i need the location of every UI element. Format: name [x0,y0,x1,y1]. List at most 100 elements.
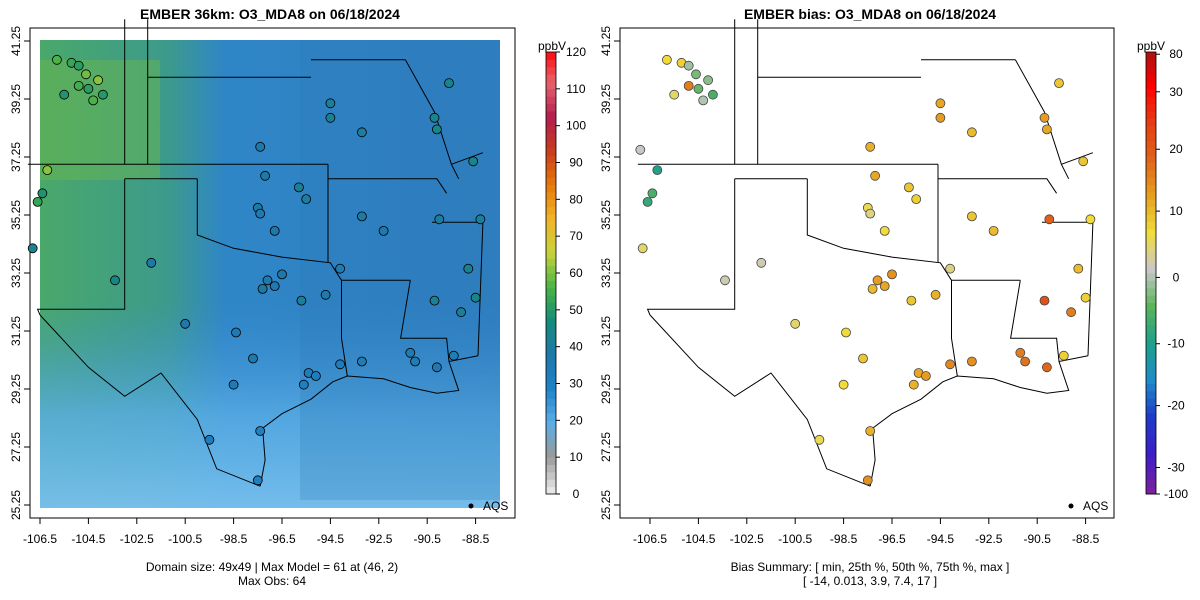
colorbar-segment [546,295,556,303]
colorbar-segment [546,376,556,384]
colorbar-segment [1146,427,1156,436]
state-border-line [646,178,736,316]
x-tick-label: -104.5 [681,532,715,546]
aqs-site-marker [88,95,99,106]
colorbar-outline [1145,51,1157,495]
aqs-bias-marker [1042,362,1052,373]
colorbar-segment [546,457,556,466]
colorbar-segment [546,273,556,281]
aqs-site-marker [83,83,94,94]
x-tick-label: -98.5 [220,532,248,546]
colorbar-segment [1146,59,1156,68]
colorbar-tick-label: 20 [1169,142,1183,156]
colorbar-segment [1146,273,1156,281]
colorbar-segment [546,133,556,141]
y-tick-label: 37.25 [599,142,613,172]
colorbar-segment [546,265,556,274]
aqs-bias-marker [945,359,955,370]
aqs-bias-marker [1073,263,1084,274]
aqs-site-marker [335,359,346,370]
right-colorbar-unit: ppbV [1137,39,1165,53]
colorbar-segment [546,420,556,429]
y-tick-label: 33.25 [599,258,613,288]
x-tick-label: -88.5 [462,532,490,546]
aqs-bias-marker [865,208,876,219]
aqs-site-marker [37,188,48,199]
aqs-site-marker [298,379,309,390]
colorbar-tick-label: -20 [1167,399,1185,413]
colorbar-segment [1146,486,1156,495]
y-tick-label: 27.25 [9,432,23,462]
aqs-bias-marker [935,98,946,109]
colorbar-segment [546,206,556,215]
aqs-site-marker [429,112,440,123]
aqs-bias-marker [1058,350,1069,361]
colorbar-segment [546,250,556,259]
colorbar-segment [1146,110,1156,119]
colorbar-segment [1146,236,1156,245]
x-tick-label: -100.5 [168,532,202,546]
aqs-bias-marker [637,243,648,254]
colorbar-segment [546,331,556,340]
colorbar-segment [1146,66,1156,75]
colorbar-segment [546,199,556,208]
state-border-line [196,178,342,281]
colorbar-segment [546,479,556,488]
colorbar-segment [1146,214,1156,222]
colorbar-segment [546,287,556,296]
colorbar-segment [1146,420,1156,429]
colorbar-segment [546,427,556,436]
aqs-bias-marker [930,289,941,300]
colorbar-segment [1146,177,1156,186]
aqs-site-marker [260,170,271,181]
colorbar-segment [546,302,556,311]
colorbar-segment [1146,81,1156,90]
left-colorbar-unit: ppbV [538,39,566,53]
colorbar-segment [1146,191,1156,200]
colorbar-segment [1146,442,1156,451]
aqs-bias-marker [1015,347,1026,358]
colorbar-segment [1146,383,1156,392]
state-border-line [1087,222,1094,356]
aqs-bias-marker [1042,124,1052,135]
colorbar-segment [1146,457,1156,466]
colorbar-segment [546,162,556,171]
colorbar-segment [546,125,556,134]
colorbar-segment [546,361,556,370]
x-axis-left: -106.5 -104.5 -102.5 -100.5 -98.5 -96.5 -94.5 -… [23,518,490,546]
aqs-site-marker [81,69,91,80]
aqs-bias-marker [921,371,931,381]
aqs-legend-dot-right [1068,503,1074,509]
aqs-bias-marker [879,281,890,292]
colorbar-segment [1146,390,1156,399]
aqs-site-marker [320,289,331,300]
aqs-bias-marker [1085,214,1096,225]
state-border-line [951,280,958,377]
aqs-site-marker [356,211,367,222]
x-tick-label: -94.5 [927,532,955,546]
colorbar-tick-label: -100 [1164,487,1188,501]
y-axis-left: 25.25 27.25 29.25 31.25 33.25 35.25 37.25 39.25… [9,26,30,520]
y-axis-right: 25.25 27.25 29.25 31.25 33.25 35.25 37.25 39.25… [599,26,620,520]
colorbar-segment [546,177,556,186]
x-tick-label: -96.5 [878,532,906,546]
aqs-site-marker [356,127,367,138]
colorbar-segment [546,228,556,237]
x-tick-label: -98.5 [830,532,858,546]
aqs-bias-marker [988,225,999,236]
aqs-bias-marker [908,379,919,390]
aqs-bias-marker [635,144,646,155]
colorbar-segment [1146,412,1156,421]
colorbar-segment [1146,88,1156,97]
aqs-bias-marker [967,127,977,138]
colorbar-segment [546,464,556,473]
colorbar-segment [546,354,556,362]
aqs-bias-marker [1066,307,1076,318]
left-map: -106.5 -104.5 -102.5 -100.5 -98.5 -96.5 -94.5 -… [9,19,516,546]
y-tick-label: 29.25 [9,374,23,404]
colorbar-segment [546,486,556,495]
aqs-site-marker [42,165,53,176]
colorbar-segment [546,317,556,326]
aqs-bias-marker [841,327,851,338]
colorbar-segment [1146,147,1156,156]
